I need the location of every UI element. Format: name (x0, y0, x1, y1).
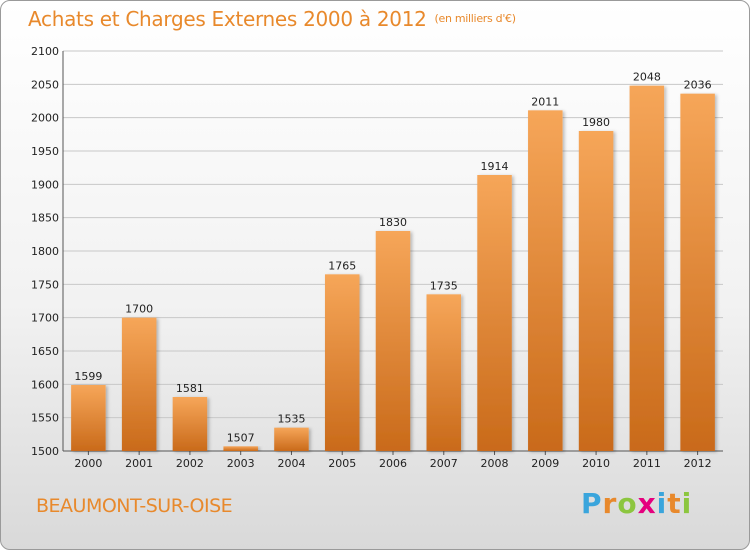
x-tick-label: 2000 (74, 457, 102, 470)
y-tick-label: 1850 (31, 212, 59, 225)
bar-value-label: 2036 (684, 79, 712, 92)
x-tick-label: 2003 (227, 457, 255, 470)
y-tick-label: 1500 (31, 445, 59, 458)
y-tick-label: 1750 (31, 278, 59, 291)
bar (71, 385, 106, 451)
bar-value-label: 1914 (481, 160, 509, 173)
bar-value-label: 1830 (379, 216, 407, 229)
logo-letter: o (617, 487, 638, 520)
bar-value-label: 2011 (531, 95, 559, 108)
logo-letter: r (602, 487, 618, 520)
bar (477, 175, 512, 451)
y-tick-label: 1550 (31, 412, 59, 425)
x-tick-label: 2006 (379, 457, 407, 470)
bar (426, 294, 462, 451)
city-name: BEAUMONT-SUR-OISE (36, 495, 233, 517)
chart-title: Achats et Charges Externes 2000 à 2012 (e… (28, 7, 516, 31)
bar (680, 93, 715, 452)
bar-value-label: 1581 (176, 382, 204, 395)
bar (375, 231, 411, 451)
y-tick-label: 1650 (31, 345, 59, 358)
proxiti-logo: Proxiti (581, 487, 692, 520)
logo-letter: i (681, 487, 693, 520)
x-tick-label: 2002 (176, 457, 204, 470)
x-tick-label: 2008 (481, 457, 509, 470)
y-tick-label: 1950 (31, 145, 59, 158)
chart-title-text: Achats et Charges Externes 2000 à 2012 (28, 7, 427, 31)
bar (274, 427, 309, 451)
bar-value-label: 1700 (125, 303, 153, 316)
y-tick-label: 2000 (31, 112, 59, 125)
logo-letter: t (667, 487, 682, 520)
bar-value-label: 1735 (430, 279, 458, 292)
x-tick-label: 2004 (277, 457, 305, 470)
bar (528, 110, 563, 451)
bar-value-label: 1765 (328, 259, 356, 272)
x-tick-label: 2001 (125, 457, 153, 470)
bar-value-label: 1535 (277, 413, 305, 426)
bars: 1599 1700 1581 1507 1535 1765 1830 1735 1914 2011… (71, 71, 715, 452)
x-tick-label: 2009 (531, 457, 559, 470)
bar-value-label: 1980 (582, 116, 610, 129)
bar (578, 131, 614, 451)
x-tick-label: 2011 (633, 457, 661, 470)
chart-subtitle: (en milliers d'€) (434, 12, 516, 25)
y-tick-label: 1700 (31, 312, 59, 325)
logo-letter: x (637, 487, 657, 520)
bar-value-label: 1507 (227, 431, 255, 444)
bar-value-label: 1599 (74, 370, 102, 383)
logo-letter: P (581, 487, 603, 520)
y-tick-label: 1900 (31, 178, 59, 191)
y-tick-label: 2050 (31, 78, 59, 91)
y-tick-label: 1600 (31, 378, 59, 391)
bar (324, 274, 360, 451)
bar (223, 446, 258, 451)
y-tick-label: 2100 (31, 45, 59, 58)
x-tick-label: 2007 (430, 457, 458, 470)
bar (629, 85, 665, 452)
x-tick-label: 2012 (684, 457, 712, 470)
bar-value-label: 2048 (633, 71, 661, 84)
x-tick-label: 2010 (582, 457, 610, 470)
x-tick-label: 2005 (328, 457, 356, 470)
y-tick-label: 1800 (31, 245, 59, 258)
bar (121, 317, 157, 451)
bar (172, 397, 208, 451)
logo-letter: i (656, 487, 668, 520)
